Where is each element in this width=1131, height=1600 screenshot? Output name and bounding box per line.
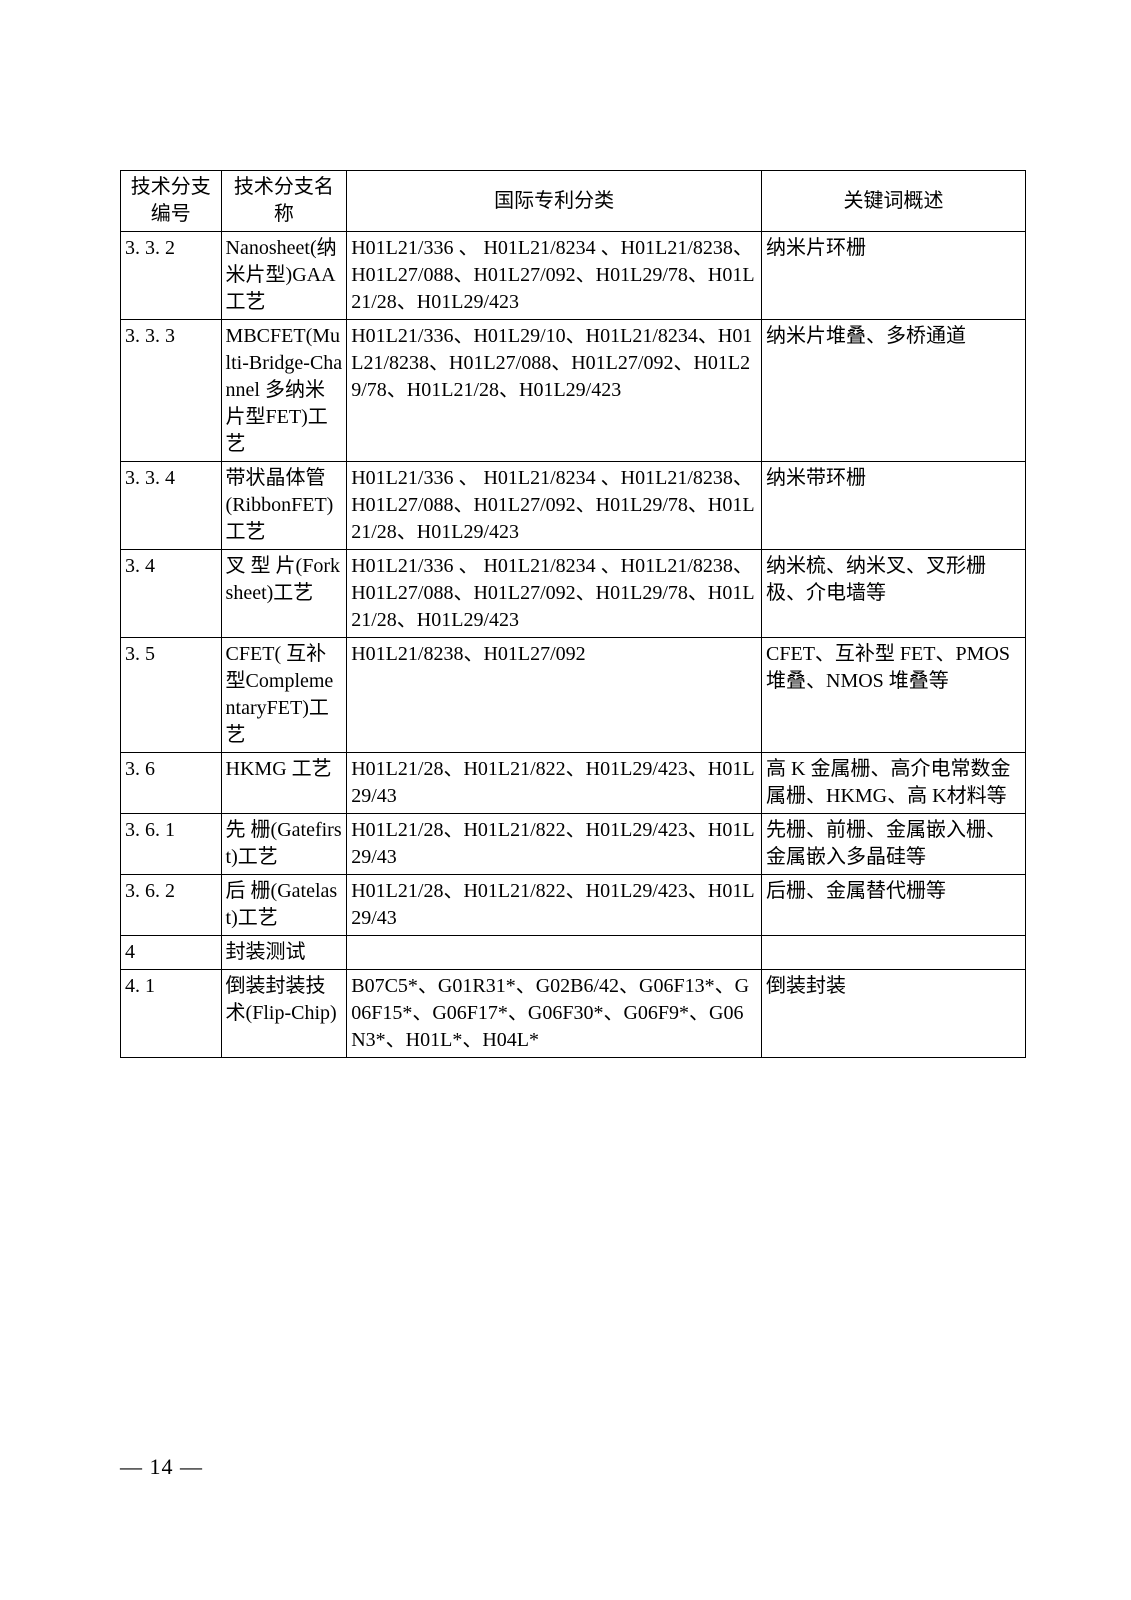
- table-row: 3. 3. 3 MBCFET(Multi-Bridge-Channel 多纳米片…: [121, 320, 1026, 462]
- cell-id: 3. 3. 3: [121, 320, 222, 462]
- cell-ipc: H01L21/8238、H01L27/092: [347, 638, 762, 753]
- cell-ipc: H01L21/28、H01L21/822、H01L29/423、H01L29/4…: [347, 753, 762, 814]
- table-body: 3. 3. 2 Nanosheet(纳米片型)GAA 工艺 H01L21/336…: [121, 232, 1026, 1058]
- table-row: 3. 3. 2 Nanosheet(纳米片型)GAA 工艺 H01L21/336…: [121, 232, 1026, 320]
- cell-kw: 纳米片堆叠、多桥通道: [762, 320, 1026, 462]
- classification-table: 技术分支编号 技术分支名称 国际专利分类 关键词概述 3. 3. 2 Nanos…: [120, 170, 1026, 1058]
- table-row: 4 封装测试: [121, 936, 1026, 970]
- cell-name: 带状晶体管(RibbonFET)工艺: [221, 462, 347, 550]
- cell-name: CFET( 互补 型ComplementaryFET)工艺: [221, 638, 347, 753]
- cell-kw: 倒装封装: [762, 970, 1026, 1058]
- table-row: 3. 4 叉 型 片(Forksheet)工艺 H01L21/336 、 H01…: [121, 550, 1026, 638]
- cell-id: 3. 4: [121, 550, 222, 638]
- page-number: — 14 —: [120, 1454, 203, 1480]
- page-container: 技术分支编号 技术分支名称 国际专利分类 关键词概述 3. 3. 2 Nanos…: [0, 0, 1131, 1600]
- cell-kw: 纳米片环栅: [762, 232, 1026, 320]
- table-row: 3. 6 HKMG 工艺 H01L21/28、H01L21/822、H01L29…: [121, 753, 1026, 814]
- header-col2: 技术分支名称: [221, 171, 347, 232]
- cell-ipc: [347, 936, 762, 970]
- cell-id: 3. 3. 2: [121, 232, 222, 320]
- cell-kw: [762, 936, 1026, 970]
- cell-ipc: H01L21/336 、 H01L21/8234 、H01L21/8238、H0…: [347, 462, 762, 550]
- cell-kw: 纳米梳、纳米叉、叉形栅极、介电墙等: [762, 550, 1026, 638]
- table-row: 3. 6. 1 先 栅(Gatefirst)工艺 H01L21/28、H01L2…: [121, 814, 1026, 875]
- cell-id: 4: [121, 936, 222, 970]
- cell-id: 3. 3. 4: [121, 462, 222, 550]
- cell-name: 先 栅(Gatefirst)工艺: [221, 814, 347, 875]
- cell-kw: 后栅、金属替代栅等: [762, 875, 1026, 936]
- cell-ipc: H01L21/28、H01L21/822、H01L29/423、H01L29/4…: [347, 875, 762, 936]
- cell-ipc: H01L21/28、H01L21/822、H01L29/423、H01L29/4…: [347, 814, 762, 875]
- header-col4: 关键词概述: [762, 171, 1026, 232]
- cell-name: 叉 型 片(Forksheet)工艺: [221, 550, 347, 638]
- cell-id: 4. 1: [121, 970, 222, 1058]
- cell-kw: 高 K 金属栅、高介电常数金属栅、HKMG、高 K材料等: [762, 753, 1026, 814]
- cell-name: HKMG 工艺: [221, 753, 347, 814]
- cell-kw: 先栅、前栅、金属嵌入栅、金属嵌入多晶硅等: [762, 814, 1026, 875]
- table-row: 3. 6. 2 后 栅(Gatelast)工艺 H01L21/28、H01L21…: [121, 875, 1026, 936]
- cell-ipc: B07C5*、G01R31*、G02B6/42、G06F13*、G06F15*、…: [347, 970, 762, 1058]
- header-col3: 国际专利分类: [347, 171, 762, 232]
- cell-kw: 纳米带环栅: [762, 462, 1026, 550]
- cell-name: 倒装封装技 术(Flip-Chip): [221, 970, 347, 1058]
- cell-id: 3. 6: [121, 753, 222, 814]
- cell-id: 3. 5: [121, 638, 222, 753]
- cell-id: 3. 6. 2: [121, 875, 222, 936]
- cell-name: MBCFET(Multi-Bridge-Channel 多纳米片型FET)工艺: [221, 320, 347, 462]
- header-col1: 技术分支编号: [121, 171, 222, 232]
- cell-name: 封装测试: [221, 936, 347, 970]
- table-row: 4. 1 倒装封装技 术(Flip-Chip) B07C5*、G01R31*、G…: [121, 970, 1026, 1058]
- table-row: 3. 3. 4 带状晶体管(RibbonFET)工艺 H01L21/336 、 …: [121, 462, 1026, 550]
- cell-id: 3. 6. 1: [121, 814, 222, 875]
- cell-ipc: H01L21/336 、 H01L21/8234 、H01L21/8238、H0…: [347, 232, 762, 320]
- cell-ipc: H01L21/336 、 H01L21/8234 、H01L21/8238、H0…: [347, 550, 762, 638]
- table-header-row: 技术分支编号 技术分支名称 国际专利分类 关键词概述: [121, 171, 1026, 232]
- cell-name: 后 栅(Gatelast)工艺: [221, 875, 347, 936]
- cell-name: Nanosheet(纳米片型)GAA 工艺: [221, 232, 347, 320]
- table-row: 3. 5 CFET( 互补 型ComplementaryFET)工艺 H01L2…: [121, 638, 1026, 753]
- cell-ipc: H01L21/336、H01L29/10、H01L21/8234、H01L21/…: [347, 320, 762, 462]
- cell-kw: CFET、互补型 FET、PMOS堆叠、NMOS 堆叠等: [762, 638, 1026, 753]
